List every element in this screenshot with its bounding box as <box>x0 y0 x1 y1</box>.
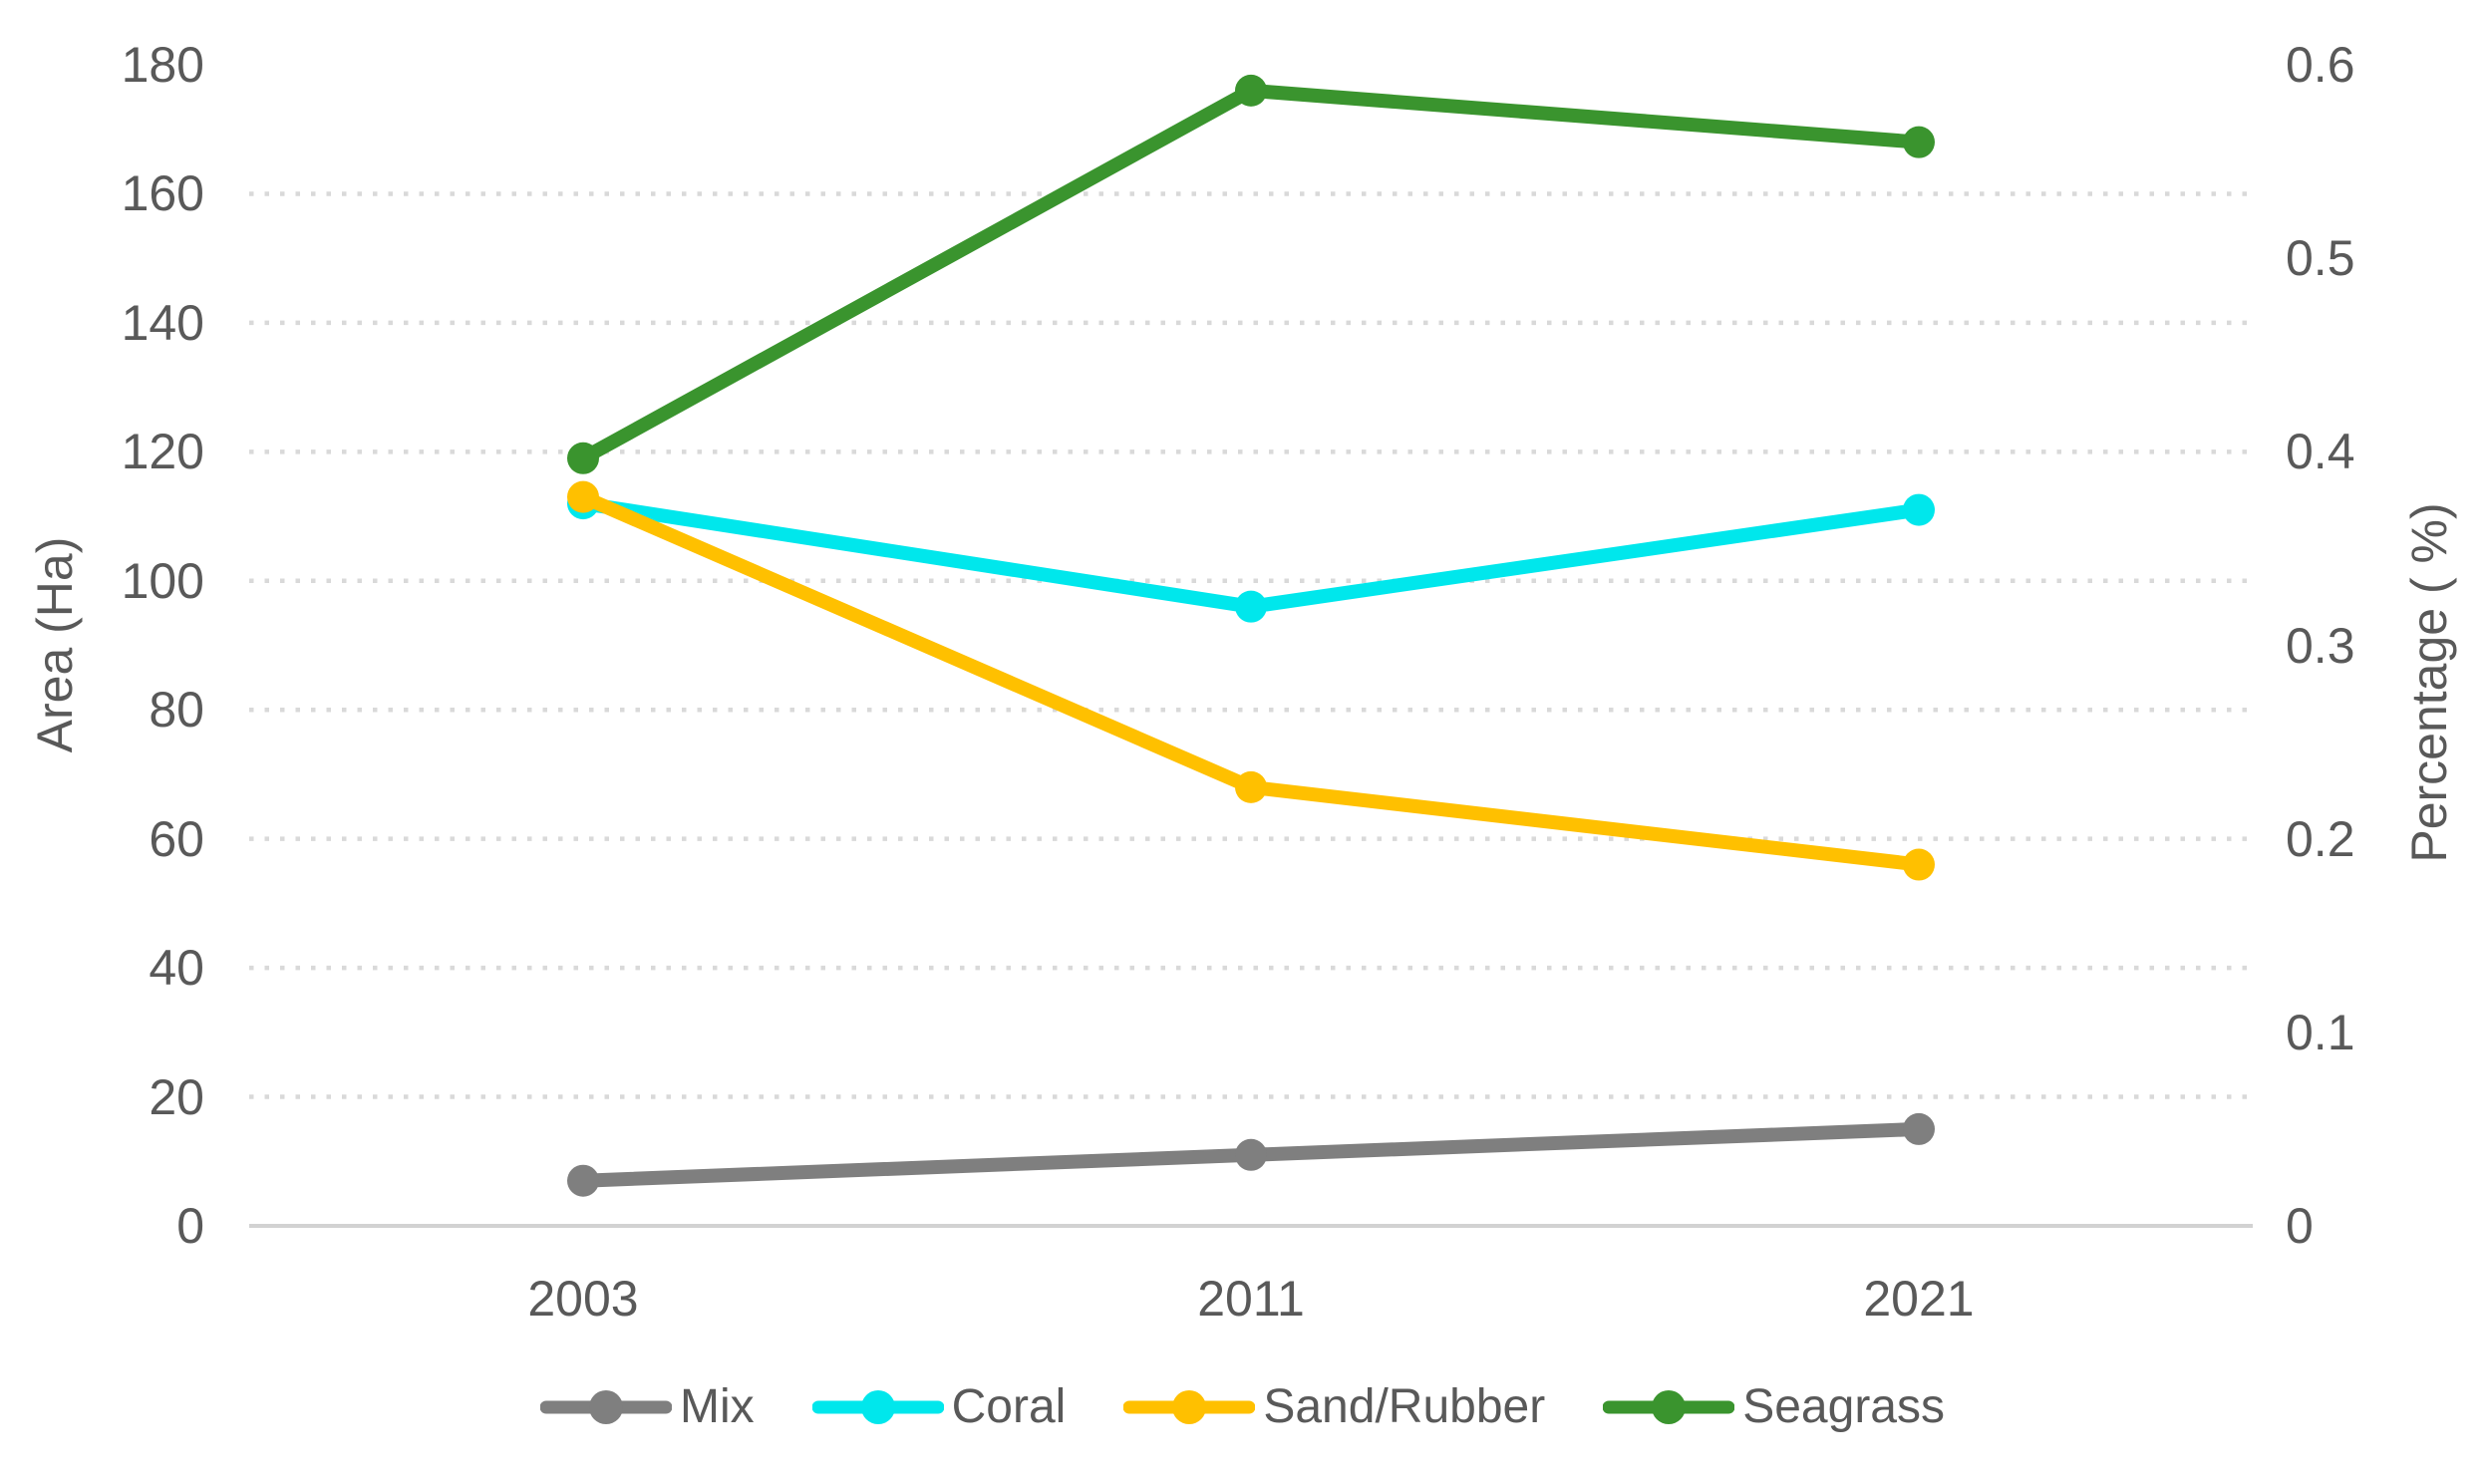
legend-label-coral: Coral <box>951 1380 1067 1433</box>
legend-item-mix: Mix <box>539 1380 755 1433</box>
data-point-mix <box>1235 1138 1267 1171</box>
data-point-sand-rubber <box>1903 848 1935 881</box>
legend-swatch-sand-rubber <box>1123 1390 1256 1424</box>
legend-item-sand-rubber: Sand/Rubber <box>1123 1381 1545 1433</box>
legend-swatch-seagrass <box>1603 1390 1735 1424</box>
legend-item-coral: Coral <box>811 1380 1067 1433</box>
legend-label-mix: Mix <box>679 1380 755 1433</box>
x-axis-category-label: 2011 <box>1197 1271 1305 1327</box>
data-point-coral <box>1235 590 1267 623</box>
left-axis-tick-label: 120 <box>121 424 204 480</box>
left-axis-tick-label: 160 <box>121 165 204 222</box>
legend-item-seagrass: Seagrass <box>1603 1381 1945 1433</box>
left-axis-tick-label: 80 <box>149 682 204 739</box>
x-axis-category-label: 2021 <box>1863 1271 1975 1327</box>
right-axis-tick-label: 0 <box>2286 1198 2314 1254</box>
right-axis-tick-label: 0.6 <box>2286 37 2355 93</box>
right-axis-tick-label: 0.5 <box>2286 230 2355 287</box>
data-point-mix <box>1903 1112 1935 1145</box>
legend: Mix Coral Sand/Rubber Seagrass <box>0 1381 2485 1433</box>
series-line-seagrass <box>576 83 1926 465</box>
left-axis-tick-label: 180 <box>121 37 204 93</box>
right-axis-tick-label: 0.2 <box>2286 810 2355 867</box>
legend-swatch-coral <box>811 1390 944 1424</box>
series-line-sand-rubber <box>576 489 1926 872</box>
data-point-seagrass <box>1903 126 1935 158</box>
left-axis-tick-label: 0 <box>176 1198 204 1254</box>
data-point-coral <box>1903 493 1935 526</box>
data-point-sand-rubber <box>1235 770 1267 803</box>
left-axis-tick-label: 60 <box>149 810 204 867</box>
right-axis-tick-label: 0.3 <box>2286 617 2355 674</box>
left-axis-tick-label: 140 <box>121 294 204 351</box>
data-point-sand-rubber <box>567 480 599 513</box>
left-axis-tick-label: 100 <box>121 552 204 609</box>
legend-label-sand-rubber: Sand/Rubber <box>1263 1380 1546 1433</box>
data-point-seagrass <box>1235 74 1267 107</box>
legend-swatch-mix <box>539 1390 672 1424</box>
data-point-mix <box>567 1164 599 1197</box>
left-axis-tick-label: 20 <box>149 1068 204 1125</box>
right-axis-tick-label: 0.1 <box>2286 1004 2355 1060</box>
right-axis-tick-label: 0.4 <box>2286 424 2355 480</box>
data-point-seagrass <box>567 442 599 474</box>
left-axis-tick-label: 40 <box>149 940 204 997</box>
x-axis-category-label: 2003 <box>527 1271 639 1327</box>
legend-label-seagrass: Seagrass <box>1742 1380 1945 1433</box>
